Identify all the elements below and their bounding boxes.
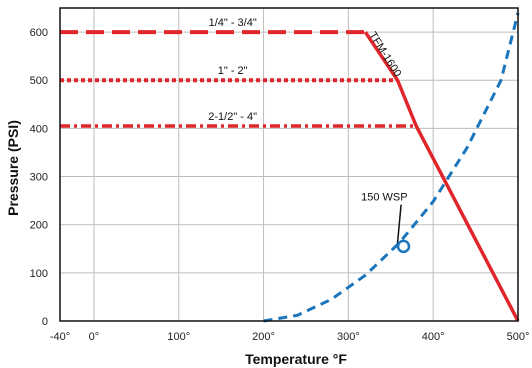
x-tick-label: 500°	[507, 331, 530, 343]
series-label: TFM-1600	[366, 30, 403, 79]
series-label: 2-1/2" - 4"	[208, 111, 257, 123]
plot-border	[59, 7, 519, 322]
y-tick-label: 600	[30, 27, 48, 39]
series-lines	[60, 12, 520, 323]
leader-line	[396, 204, 402, 244]
label-background	[358, 189, 417, 205]
x-tick-label: 0°	[89, 331, 100, 343]
y-tick-label: 400	[30, 123, 48, 135]
series-line	[263, 12, 520, 323]
series-label: 1/4" - 3/4"	[209, 17, 257, 29]
plot-frame	[59, 7, 519, 322]
y-axis-title: Pressure (PSI)	[5, 120, 21, 216]
series-line	[363, 31, 520, 322]
y-tick-label: 300	[30, 172, 48, 184]
y-tick-label: 100	[30, 268, 48, 280]
x-tick-label: 200°	[252, 331, 275, 343]
x-axis-title: Temperature °F	[245, 351, 347, 367]
series-labels: 1/4" - 3/4" 1" - 2" 2-1/2" - 4" TFM-1600 150…	[208, 17, 417, 254]
y-tick-label: 500	[30, 75, 48, 87]
series-marker	[396, 239, 411, 254]
x-tick-label: 400°	[422, 331, 445, 343]
tick-labels: 0 100 200 300 400 500 600 -40° 0° 100° 200° 300° 400…	[30, 27, 530, 343]
series-label: 1" - 2"	[218, 65, 248, 77]
x-tick-label: -40°	[50, 331, 70, 343]
y-tick-label: 200	[30, 220, 48, 232]
series-label: 150 WSP	[361, 192, 407, 204]
y-tick-label: 0	[42, 316, 48, 328]
x-tick-label: 300°	[337, 331, 360, 343]
gridlines	[60, 8, 518, 321]
x-tick-label: 100°	[167, 331, 190, 343]
